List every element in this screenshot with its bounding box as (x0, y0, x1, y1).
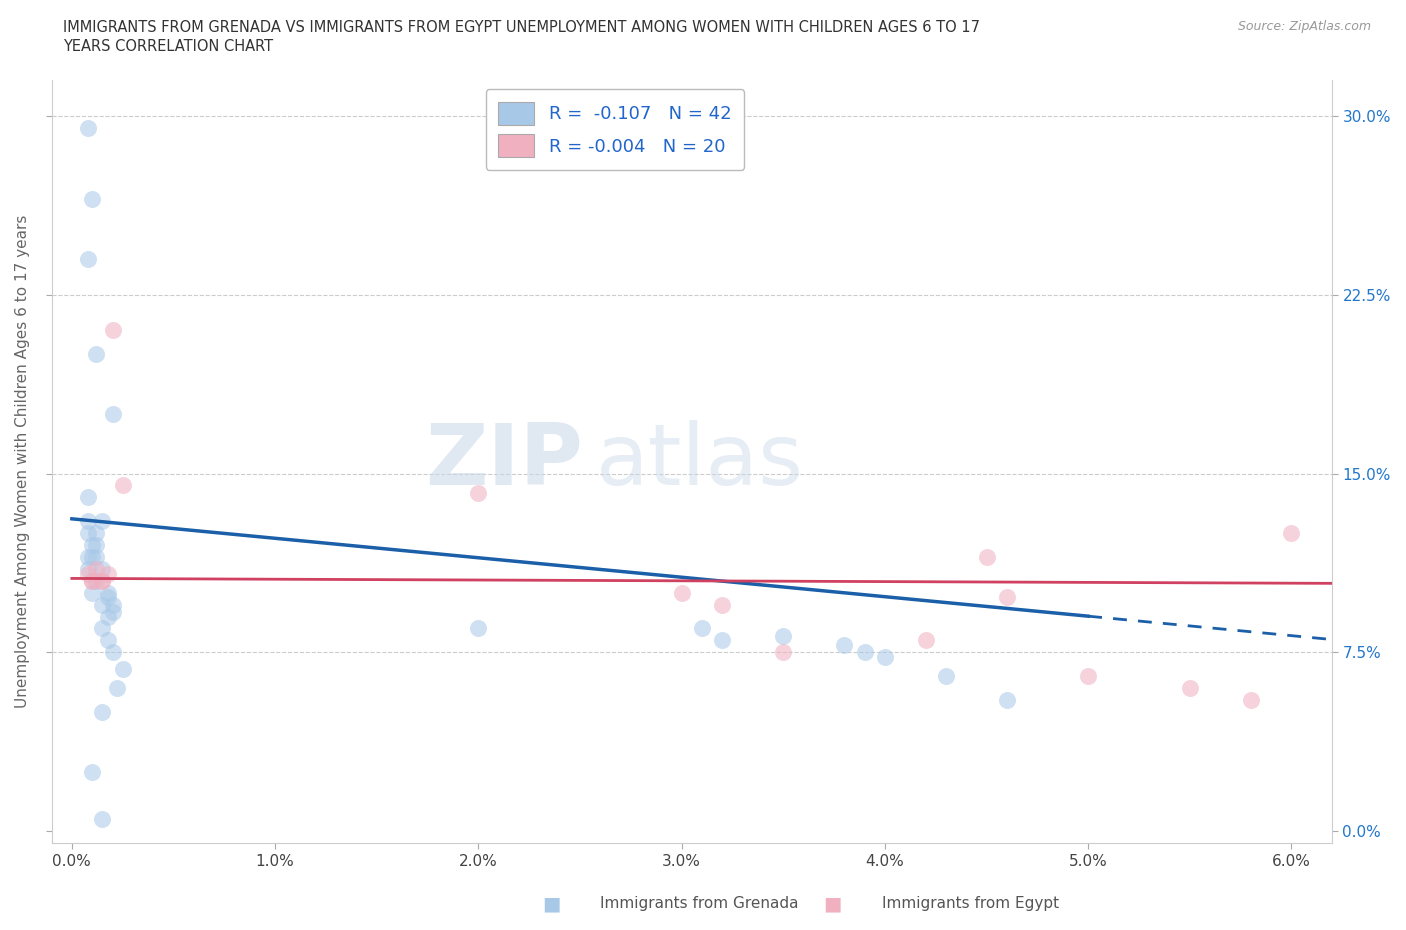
Point (84, 525, 107, 540)
Text: IMMIGRANTS FROM GRENADA VS IMMIGRANTS FROM EGYPT UNEMPLOYMENT AMONG WOMEN WITH C: IMMIGRANTS FROM GRENADA VS IMMIGRANTS FR… (63, 20, 980, 35)
Point (873, 650, 896, 665)
Point (91, 597, 114, 612)
Point (82, 538, 104, 552)
Point (111, 661, 134, 676)
Point (101, 644, 124, 659)
Point (101, 597, 124, 612)
Text: ZIP: ZIP (425, 420, 583, 503)
Point (84, 538, 107, 552)
Point (77, 550, 100, 565)
Text: Immigrants from Grenada: Immigrants from Grenada (600, 897, 799, 911)
Text: ■: ■ (824, 895, 842, 913)
Point (77, 525, 100, 540)
Point (82, 192, 104, 206)
Point (914, 633, 936, 648)
Point (84, 574, 107, 589)
Point (101, 406, 124, 421)
Point (91, 513, 114, 528)
Point (84, 347, 107, 362)
Point (711, 597, 734, 612)
Point (82, 550, 104, 565)
Point (97, 585, 120, 600)
Point (832, 638, 855, 653)
Point (97, 633, 120, 648)
Text: Immigrants from Egypt: Immigrants from Egypt (882, 897, 1059, 911)
Point (995, 590, 1018, 604)
Text: atlas: atlas (596, 420, 804, 503)
Point (1240, 693, 1263, 708)
Point (77, 120, 100, 135)
Point (91, 574, 114, 589)
Point (91, 562, 114, 577)
Point (772, 644, 794, 659)
Legend: R =  -0.107   N = 42, R = -0.004   N = 20: R = -0.107 N = 42, R = -0.004 N = 20 (485, 89, 744, 170)
Point (101, 604, 124, 619)
Point (671, 585, 693, 600)
Point (82, 574, 104, 589)
Point (91, 705, 114, 720)
Point (976, 550, 998, 565)
Point (77, 566, 100, 581)
Point (711, 633, 734, 648)
Point (97, 566, 120, 581)
Point (77, 490, 100, 505)
Point (77, 513, 100, 528)
Point (111, 478, 134, 493)
Point (91, 812, 114, 827)
Point (1077, 669, 1099, 684)
Point (1281, 525, 1303, 540)
Text: Source: ZipAtlas.com: Source: ZipAtlas.com (1237, 20, 1371, 33)
Point (84, 562, 107, 577)
Point (772, 628, 794, 643)
Point (995, 693, 1018, 708)
Point (82, 574, 104, 589)
Point (935, 669, 957, 684)
Text: YEARS CORRELATION CHART: YEARS CORRELATION CHART (63, 39, 273, 54)
Text: ■: ■ (543, 895, 561, 913)
Point (853, 644, 876, 659)
Point (105, 681, 128, 696)
Point (1178, 681, 1201, 696)
Point (77, 562, 100, 577)
Point (91, 621, 114, 636)
Point (84, 550, 107, 565)
Point (91, 574, 114, 589)
Point (82, 764, 104, 779)
Point (82, 585, 104, 600)
Point (97, 609, 120, 624)
Y-axis label: Unemployment Among Women with Children Ages 6 to 17 years: Unemployment Among Women with Children A… (15, 215, 30, 709)
Point (467, 485, 489, 500)
Point (690, 621, 713, 636)
Point (77, 251, 100, 266)
Point (467, 621, 489, 636)
Point (97, 590, 120, 604)
Point (101, 323, 124, 338)
